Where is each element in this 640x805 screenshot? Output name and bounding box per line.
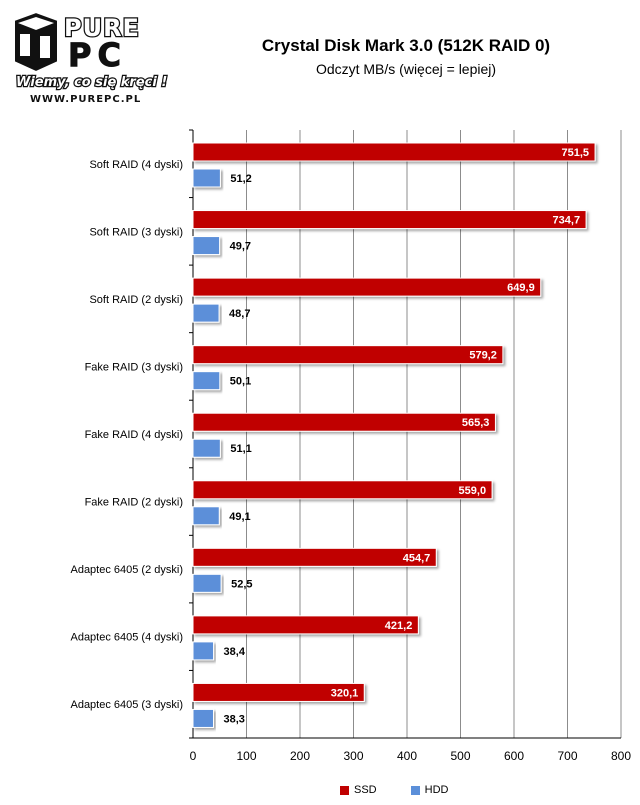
ssd-bar	[192, 480, 493, 500]
ssd-bar	[192, 210, 587, 230]
logo-url: WWW.PUREPC.PL	[30, 94, 141, 105]
ssd-bar	[192, 412, 496, 432]
x-tick-label: 300	[343, 749, 363, 763]
category-label: Adaptec 6405 (4 dyski)	[70, 632, 183, 644]
data-label: 51,1	[230, 443, 251, 455]
hdd-bar	[192, 641, 215, 661]
category-label: Soft RAID (4 dyski)	[89, 159, 183, 171]
ssd-bar	[192, 615, 419, 635]
data-label: 49,7	[230, 241, 251, 253]
hdd-bar	[192, 438, 221, 458]
x-tick-label: 400	[397, 749, 417, 763]
data-label: 38,4	[224, 646, 246, 658]
ssd-bar	[192, 142, 596, 162]
data-label: 751,5	[562, 147, 590, 159]
x-tick-label: 800	[611, 749, 631, 763]
hdd-bar	[192, 168, 221, 188]
category-label: Adaptec 6405 (2 dyski)	[70, 564, 183, 576]
ssd-bar	[192, 277, 542, 297]
purepc-logo: PURE PC Wiemy, co się kręci ! WWW.PUREPC…	[13, 10, 169, 105]
ssd-bar	[192, 682, 365, 702]
legend-swatch	[410, 785, 420, 795]
category-label: Soft RAID (2 dyski)	[89, 294, 183, 306]
x-tick-label: 0	[190, 749, 197, 763]
legend-swatch	[340, 785, 349, 795]
data-label: 421,2	[385, 620, 413, 632]
legend-item-hdd: HDD	[410, 784, 449, 796]
hdd-bar	[192, 573, 222, 593]
chart-subtitle: Odczyt MB/s (więcej = lepiej)	[315, 61, 497, 77]
ssd-bar	[192, 547, 437, 567]
x-tick-label: 100	[236, 749, 256, 763]
x-tick-label: 700	[557, 749, 577, 763]
chart-title: Crystal Disk Mark 3.0 (512K RAID 0)	[261, 36, 551, 55]
data-label: 52,5	[231, 578, 252, 590]
category-label: Fake RAID (4 dyski)	[85, 429, 183, 441]
category-label: Soft RAID (3 dyski)	[89, 226, 183, 238]
bar-chart: 0 100 200 300 400 500 600 700 800 Soft RAID (4 dy…	[70, 129, 631, 763]
hdd-bar	[192, 506, 220, 526]
data-label: 734,7	[553, 215, 581, 227]
labels: 0 100 200 300 400 500 600 700 800 Soft RAID (4 dy…	[70, 147, 631, 763]
category-label: Fake RAID (3 dyski)	[85, 361, 183, 373]
data-label: 559,0	[459, 485, 487, 497]
grid-lines	[189, 129, 622, 739]
category-label: Fake RAID (2 dyski)	[85, 497, 183, 509]
data-label: 579,2	[469, 350, 497, 362]
data-label: 565,3	[462, 417, 490, 429]
legend-label: HDD	[424, 784, 449, 796]
x-tick-label: 600	[504, 749, 524, 763]
logo-pc-text: PC	[68, 36, 127, 74]
hdd-bar	[192, 708, 214, 728]
hdd-bar	[192, 371, 221, 391]
data-label: 649,9	[507, 282, 535, 294]
legend-label: SSD	[354, 784, 377, 796]
x-tick-label: 500	[450, 749, 470, 763]
data-label: 48,7	[229, 308, 250, 320]
logo-pure-text: PURE	[64, 14, 140, 42]
category-label: Adaptec 6405 (3 dyski)	[70, 699, 183, 711]
x-tick-label: 200	[290, 749, 310, 763]
hdd-bar	[192, 236, 221, 256]
legend: SSD HDD	[340, 784, 448, 796]
data-label: 320,1	[331, 687, 359, 699]
bars	[192, 142, 596, 728]
data-label: 49,1	[229, 511, 250, 523]
data-label: 454,7	[403, 552, 431, 564]
data-label: 50,1	[230, 376, 251, 388]
hdd-bar	[192, 303, 220, 323]
legend-item-ssd: SSD	[340, 784, 377, 796]
data-label: 51,2	[230, 173, 251, 185]
cube-icon	[13, 10, 59, 74]
logo-tagline: Wiemy, co się kręci !	[16, 75, 167, 90]
ssd-bar	[192, 345, 504, 365]
data-label: 38,3	[223, 713, 244, 725]
